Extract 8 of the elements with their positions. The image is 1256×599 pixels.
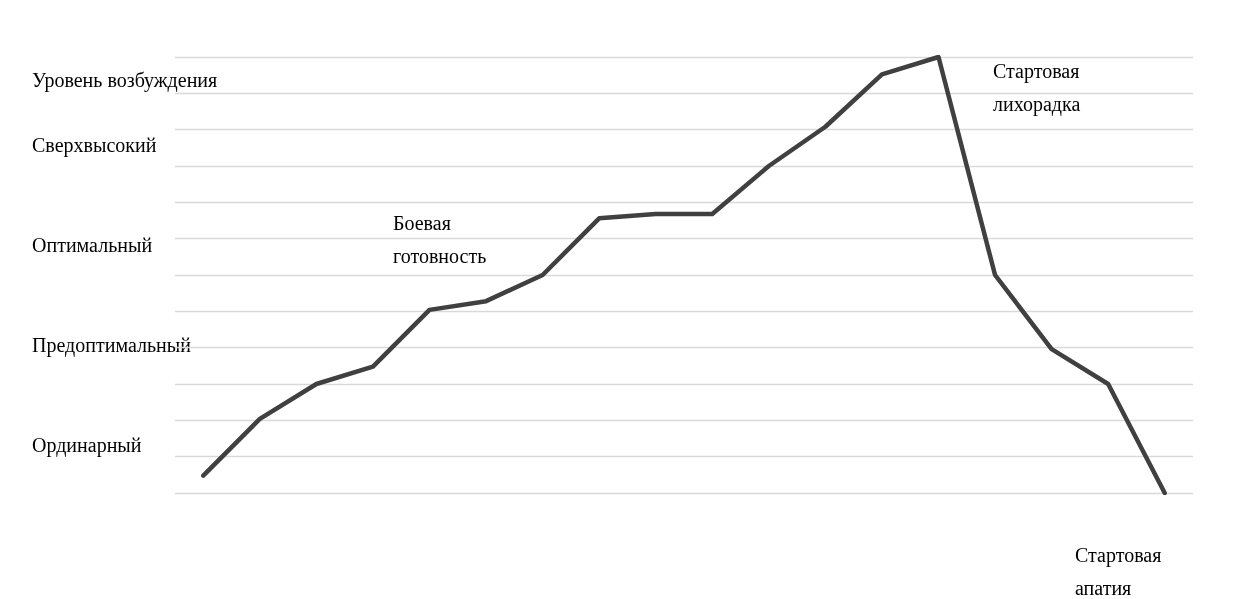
text: Оптимальный	[32, 233, 153, 256]
text: Ординарный	[32, 433, 142, 457]
text: Сверхвысокий	[32, 133, 157, 157]
annotation: Уровень возбуждения	[32, 68, 218, 92]
annotation: Боевая готовность	[393, 211, 487, 267]
text: Стартовая апатия	[1075, 543, 1162, 599]
annotation: Стартовая лихорадка	[993, 59, 1081, 116]
annotation: Предоптимальный	[32, 333, 192, 357]
